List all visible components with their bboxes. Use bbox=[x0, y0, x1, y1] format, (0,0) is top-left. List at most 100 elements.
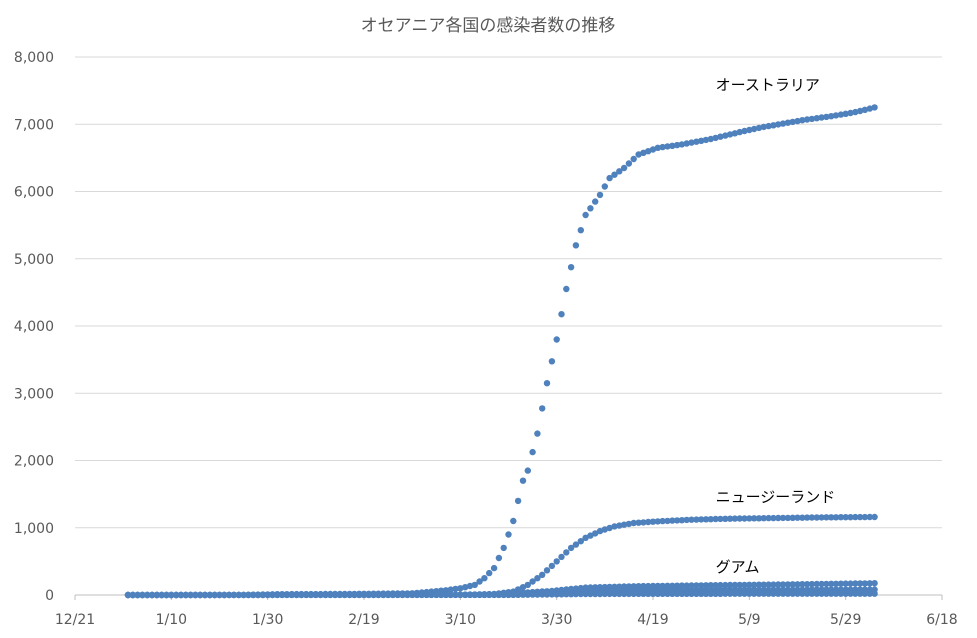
data-point bbox=[770, 581, 777, 588]
data-point bbox=[669, 517, 676, 524]
data-point bbox=[770, 122, 777, 129]
data-point bbox=[519, 591, 527, 598]
data-point bbox=[741, 581, 748, 589]
data-point bbox=[683, 582, 690, 589]
data-point bbox=[789, 514, 796, 521]
data-point bbox=[587, 590, 594, 598]
data-point bbox=[616, 168, 623, 175]
data-point bbox=[813, 580, 820, 588]
data-point bbox=[197, 591, 204, 599]
data-point bbox=[693, 516, 700, 523]
data-point bbox=[673, 590, 681, 597]
data-point bbox=[707, 135, 714, 143]
data-point bbox=[553, 336, 560, 343]
data-point bbox=[341, 591, 348, 599]
data-point bbox=[828, 113, 835, 120]
x-axis-ticks: 12/21 1/10 1/30 2/19 3/10 3/30 4/19 5/9 5/29 6/18 bbox=[55, 595, 958, 628]
data-point bbox=[813, 590, 820, 597]
data-point bbox=[645, 148, 652, 155]
data-point bbox=[177, 591, 185, 599]
data-point bbox=[683, 516, 690, 524]
data-point bbox=[847, 580, 854, 587]
data-point bbox=[620, 164, 628, 172]
data-point bbox=[317, 591, 324, 599]
data-point bbox=[664, 143, 671, 150]
data-point bbox=[712, 515, 719, 523]
data-point bbox=[413, 591, 421, 599]
data-point bbox=[669, 582, 676, 589]
data-point bbox=[861, 513, 869, 521]
data-point bbox=[514, 497, 522, 505]
data-point bbox=[837, 580, 845, 587]
data-point bbox=[519, 584, 527, 591]
data-point bbox=[818, 580, 825, 588]
data-point bbox=[539, 571, 546, 578]
data-point bbox=[500, 591, 507, 598]
data-point bbox=[722, 590, 729, 597]
data-point bbox=[606, 590, 613, 598]
data-point bbox=[731, 590, 739, 597]
data-point bbox=[596, 590, 604, 598]
data-point bbox=[307, 591, 315, 599]
data-point bbox=[649, 518, 657, 525]
data-point bbox=[794, 117, 801, 125]
data-point bbox=[683, 590, 690, 597]
data-point bbox=[765, 581, 772, 588]
data-point bbox=[818, 114, 825, 121]
data-point bbox=[823, 514, 830, 521]
data-point bbox=[669, 590, 676, 597]
data-point bbox=[654, 590, 661, 597]
data-point bbox=[616, 522, 623, 529]
data-point bbox=[601, 590, 608, 598]
data-point bbox=[799, 117, 806, 124]
data-point bbox=[856, 580, 864, 587]
data-points bbox=[124, 104, 878, 599]
data-point bbox=[529, 448, 536, 456]
data-point bbox=[476, 591, 483, 598]
data-point bbox=[601, 183, 608, 190]
data-point bbox=[274, 591, 281, 599]
data-point bbox=[524, 467, 531, 474]
data-point bbox=[351, 591, 358, 599]
y-tick-label: 8,000 bbox=[14, 50, 54, 66]
data-point bbox=[457, 585, 464, 592]
data-point bbox=[828, 580, 835, 587]
data-point bbox=[707, 582, 714, 589]
data-point bbox=[842, 110, 849, 118]
data-point bbox=[698, 582, 705, 589]
data-point bbox=[832, 112, 840, 119]
data-point bbox=[582, 534, 589, 541]
data-point bbox=[616, 590, 623, 598]
data-point bbox=[640, 590, 647, 597]
data-point bbox=[688, 590, 695, 597]
data-point bbox=[789, 581, 796, 588]
data-point bbox=[587, 205, 594, 212]
data-point bbox=[847, 514, 854, 521]
data-point bbox=[765, 590, 772, 597]
data-point bbox=[476, 578, 483, 585]
data-point bbox=[539, 405, 546, 412]
data-point bbox=[813, 514, 820, 521]
data-point bbox=[717, 515, 724, 523]
data-point bbox=[505, 591, 512, 598]
x-tick-label: 2/19 bbox=[348, 612, 379, 628]
data-point bbox=[221, 591, 228, 599]
data-point bbox=[866, 580, 873, 587]
data-point bbox=[567, 591, 575, 598]
data-point bbox=[577, 227, 584, 234]
data-point bbox=[779, 514, 787, 522]
data-point bbox=[842, 590, 849, 597]
data-point bbox=[433, 591, 440, 598]
data-point bbox=[442, 587, 450, 594]
data-point bbox=[707, 516, 714, 523]
data-point bbox=[712, 590, 719, 597]
data-point bbox=[794, 514, 801, 521]
series-0 bbox=[124, 104, 878, 599]
data-point bbox=[847, 590, 854, 597]
data-point bbox=[577, 538, 584, 545]
data-point bbox=[124, 591, 132, 599]
data-point bbox=[283, 591, 291, 599]
data-point bbox=[779, 590, 787, 597]
data-point bbox=[707, 590, 714, 597]
